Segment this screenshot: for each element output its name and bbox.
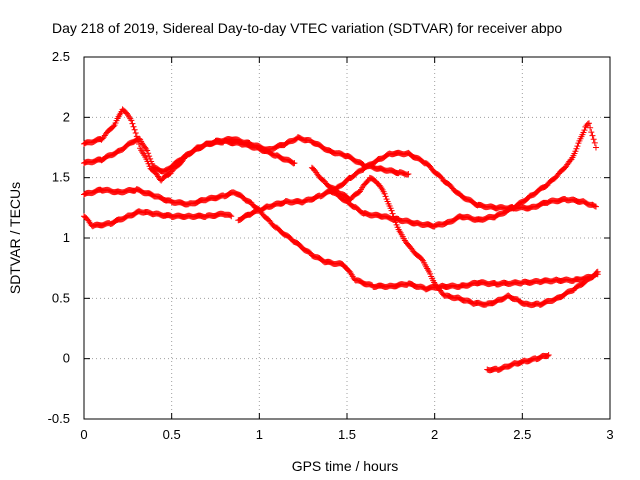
data-point <box>427 270 434 277</box>
data-point <box>130 123 137 130</box>
data-point <box>144 147 151 154</box>
data-point <box>591 203 598 210</box>
data-point <box>346 268 353 275</box>
data-point <box>132 129 139 136</box>
x-axis-label: GPS time / hours <box>292 458 399 474</box>
x-tick-label: 2.5 <box>513 427 531 442</box>
data-point <box>438 174 445 181</box>
data-point <box>587 124 594 131</box>
data-point <box>147 155 154 162</box>
data-point <box>381 190 388 197</box>
data-point <box>590 136 597 143</box>
data-point <box>291 160 298 167</box>
data-point <box>545 352 552 359</box>
y-tick-label: 2 <box>63 109 70 124</box>
data-point <box>585 120 592 127</box>
data-point <box>405 171 412 178</box>
data-point <box>128 117 135 124</box>
x-tick-label: 2 <box>431 427 438 442</box>
data-point <box>588 129 595 136</box>
data-point <box>377 183 384 190</box>
chart-title: Day 218 of 2019, Sidereal Day-to-day VTE… <box>52 20 562 36</box>
data-point <box>99 135 106 142</box>
data-point <box>84 216 91 223</box>
y-tick-label: 0 <box>63 351 70 366</box>
y-tick-label: 2.5 <box>52 49 70 64</box>
y-axis-label: SDTVAR / TECUs <box>7 182 23 294</box>
data-point <box>591 139 598 146</box>
data-point <box>581 127 588 134</box>
grid-lines <box>84 57 610 419</box>
data-point <box>228 213 235 220</box>
data-point <box>145 150 152 157</box>
x-tick-label: 3 <box>606 427 613 442</box>
data-point <box>573 145 580 152</box>
data-point <box>592 144 599 151</box>
data-point <box>584 120 591 127</box>
axis-ticks: 0 0.5 1 1.5 2 2.5 3 -0.5 0 0.5 1 1.5 2 2.5 <box>48 49 614 442</box>
y-tick-label: 1 <box>63 230 70 245</box>
x-tick-label: 0.5 <box>163 427 181 442</box>
y-tick-label: 1.5 <box>52 170 70 185</box>
series-s8 <box>484 352 552 374</box>
data-point <box>544 353 551 360</box>
data-point <box>146 153 153 160</box>
data-point <box>129 120 136 127</box>
y-tick-label: -0.5 <box>48 411 70 426</box>
data-point <box>389 210 396 217</box>
x-tick-label: 0 <box>80 427 87 442</box>
data-point <box>404 171 411 178</box>
series-s6 <box>308 164 601 309</box>
data-point <box>227 212 234 219</box>
data-point <box>110 123 117 130</box>
data-series <box>81 106 601 374</box>
data-point <box>388 207 395 214</box>
y-tick-label: 0.5 <box>52 290 70 305</box>
series-s3 <box>81 186 601 293</box>
data-point <box>131 126 138 133</box>
series-s1 <box>81 106 298 184</box>
data-point <box>594 268 601 275</box>
series-s7 <box>326 120 599 230</box>
data-point <box>364 178 371 185</box>
data-point <box>418 256 425 263</box>
series-s2 <box>81 134 412 178</box>
data-point <box>592 203 599 210</box>
x-tick-label: 1.5 <box>338 427 356 442</box>
x-tick-label: 1 <box>256 427 263 442</box>
data-point <box>574 143 581 150</box>
data-point <box>382 193 389 200</box>
data-point <box>589 132 596 139</box>
series-s4 <box>81 208 235 230</box>
